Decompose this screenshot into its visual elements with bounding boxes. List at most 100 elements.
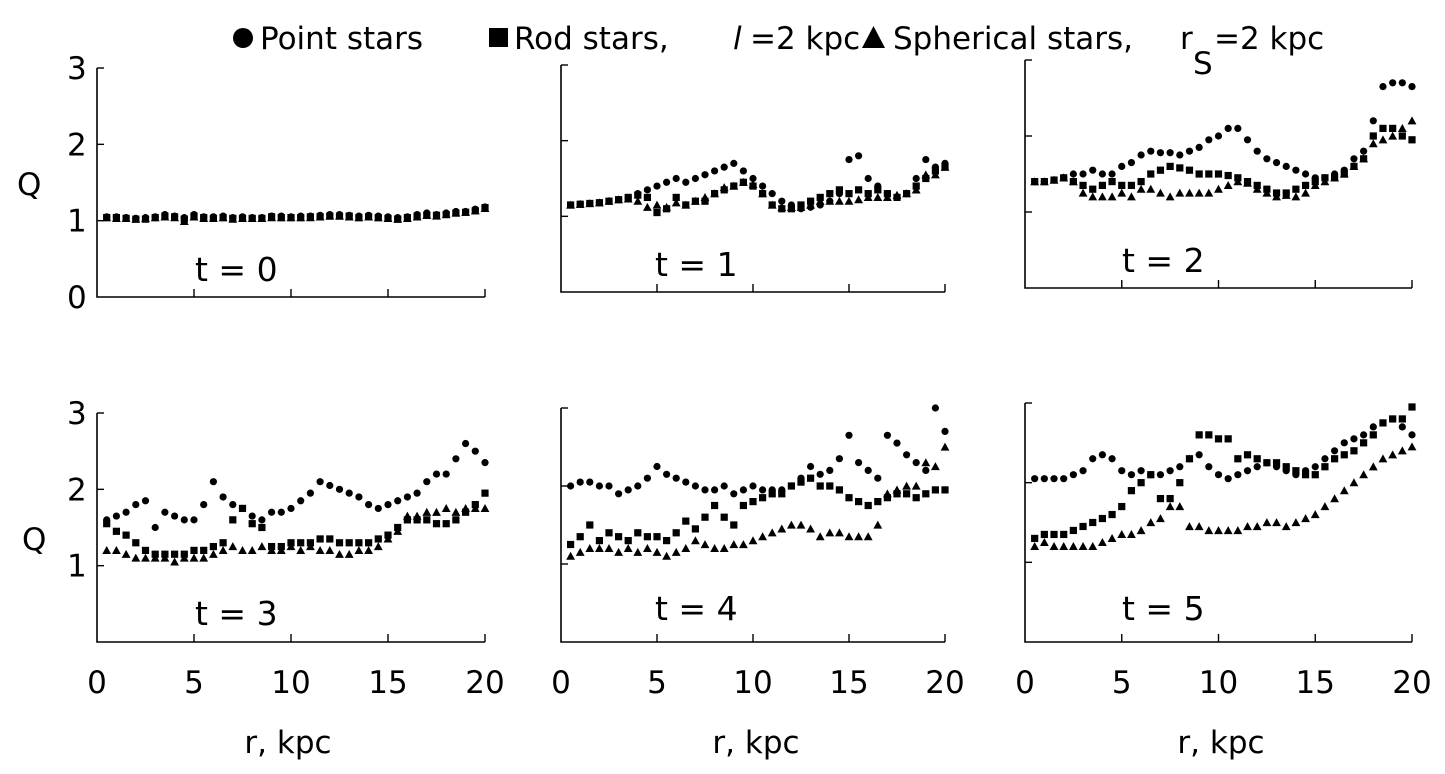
- rod-star-marker: [1379, 124, 1387, 132]
- spherical-star-marker: [854, 532, 863, 541]
- rod-star-marker: [1214, 170, 1223, 178]
- point-star-marker: [912, 174, 920, 183]
- spherical-star-marker: [604, 196, 614, 205]
- point-star-marker: [1098, 170, 1106, 178]
- spherical-star-marker: [614, 195, 623, 204]
- spherical-star-marker: [441, 210, 451, 219]
- spherical-star-marker: [1068, 177, 1078, 186]
- point-star-marker: [432, 470, 441, 478]
- y-tick-label: 1: [67, 204, 87, 240]
- spherical-star-marker: [1407, 442, 1417, 451]
- spherical-star-marker: [873, 193, 883, 202]
- panel-5: 0 5 10 15 20 t = 4: [551, 404, 965, 701]
- x-tick-label: 5: [647, 665, 667, 701]
- axis-lines: [96, 68, 485, 298]
- point-star-marker: [807, 462, 815, 471]
- spherical-star-marker: [940, 442, 950, 451]
- y-axis-title-row2: Q: [22, 522, 46, 558]
- point-star-marker: [297, 497, 305, 505]
- point-star-marker: [452, 455, 460, 463]
- series-rod-star: [1031, 403, 1416, 543]
- spherical-star-marker: [238, 213, 247, 222]
- rod-star-marker: [701, 197, 709, 205]
- spherical-star-marker: [296, 213, 306, 222]
- rod-star-marker: [941, 486, 949, 494]
- spherical-star-marker: [595, 544, 604, 552]
- axis-lines: [560, 408, 945, 643]
- y-tick-label: 2: [67, 472, 87, 508]
- rod-star-marker: [634, 529, 642, 537]
- spherical-star-marker: [112, 546, 121, 554]
- spherical-star-marker: [315, 212, 325, 221]
- y-axis-title-row1: Q: [17, 167, 41, 203]
- spherical-star-marker: [335, 549, 344, 558]
- point-star-marker: [1205, 463, 1213, 471]
- rod-star-marker: [1176, 479, 1184, 487]
- series-point-star: [1031, 415, 1416, 483]
- rod-star-marker: [864, 501, 872, 510]
- spherical-star-marker: [931, 170, 940, 179]
- spherical-star-marker: [296, 546, 306, 554]
- spherical-star-marker: [306, 542, 315, 551]
- spherical-star-marker: [403, 511, 412, 520]
- spherical-star-marker: [700, 540, 710, 549]
- rod-star-marker: [209, 542, 217, 551]
- rod-star-marker: [432, 520, 441, 528]
- rod-star-marker: [1127, 487, 1136, 495]
- spherical-star-marker: [373, 542, 383, 551]
- spherical-star-marker: [777, 524, 787, 533]
- spherical-star-marker: [767, 200, 777, 209]
- legend-rod-label: Rod stars,: [514, 21, 669, 57]
- spherical-star-marker: [1214, 184, 1223, 193]
- point-star-marker: [634, 482, 642, 490]
- point-star-marker: [931, 404, 940, 412]
- spherical-star-marker: [1378, 135, 1388, 144]
- spherical-star-marker: [575, 547, 585, 556]
- spherical-star-marker: [643, 202, 652, 211]
- point-star-marker: [759, 182, 767, 190]
- rod-star-marker: [1224, 435, 1232, 443]
- spherical-star-marker: [1330, 494, 1339, 503]
- spherical-star-marker: [1117, 188, 1127, 197]
- point-star-marker: [1089, 166, 1097, 174]
- point-star-marker: [864, 174, 872, 183]
- spherical-star-marker: [1368, 462, 1378, 471]
- rod-star-marker: [912, 494, 920, 502]
- spherical-star-marker: [566, 200, 575, 209]
- rod-star-marker: [413, 516, 421, 524]
- rod-star-marker: [691, 525, 699, 533]
- spherical-star-marker: [863, 193, 873, 202]
- spherical-star-marker: [189, 212, 199, 221]
- rod-star-marker: [643, 193, 651, 202]
- x-tick-label: 20: [1392, 665, 1431, 701]
- spherical-star-marker: [1272, 192, 1281, 201]
- point-star-marker: [759, 486, 767, 494]
- point-star-marker: [730, 490, 738, 498]
- rod-star-marker: [759, 494, 767, 502]
- spherical-star-marker: [179, 217, 189, 226]
- spherical-star-marker: [700, 193, 710, 202]
- spherical-star-marker: [748, 180, 758, 189]
- spherical-star-marker: [432, 211, 441, 220]
- point-star-marker: [1079, 170, 1087, 178]
- spherical-star-marker: [911, 481, 921, 490]
- point-star-marker: [1069, 170, 1077, 178]
- point-star-marker: [691, 174, 700, 183]
- rod-star-marker: [1185, 166, 1194, 174]
- rod-star-marker: [248, 520, 256, 528]
- series-rod-star: [567, 474, 949, 549]
- spherical-star-marker: [315, 546, 325, 554]
- point-star-marker: [672, 474, 680, 482]
- rod-star-marker: [1060, 530, 1068, 539]
- point-star-marker: [345, 489, 353, 497]
- spherical-star-marker: [835, 528, 844, 537]
- spherical-star-marker: [267, 213, 276, 222]
- spherical-star-marker: [1301, 188, 1310, 197]
- spherical-star-marker: [257, 542, 267, 551]
- spherical-star-marker: [1223, 181, 1233, 189]
- rod-star-marker: [1137, 178, 1145, 186]
- spherical-star-marker: [383, 534, 393, 543]
- spherical-star-marker: [1107, 192, 1117, 201]
- rod-star-marker: [711, 501, 719, 510]
- spherical-star-marker: [470, 504, 480, 513]
